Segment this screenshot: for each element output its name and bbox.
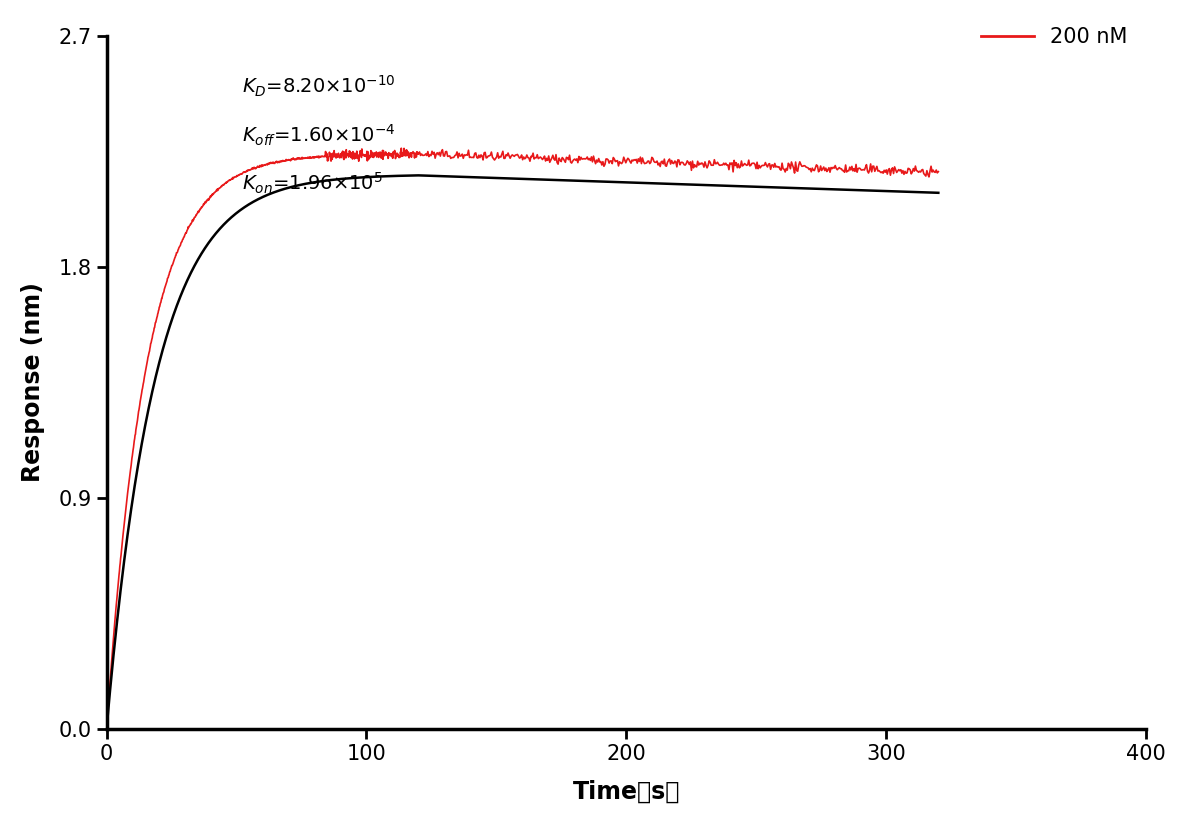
X-axis label: Time（s）: Time（s）	[573, 780, 680, 804]
Text: $K_{off}$=1.60×10$^{-4}$: $K_{off}$=1.60×10$^{-4}$	[242, 122, 395, 148]
Text: $K_{on}$=1.96×10$^{5}$: $K_{on}$=1.96×10$^{5}$	[242, 171, 382, 196]
Text: $K_D$=8.20×10$^{-10}$: $K_D$=8.20×10$^{-10}$	[242, 74, 395, 99]
Legend: 200 nM: 200 nM	[973, 18, 1136, 55]
Y-axis label: Response (nm): Response (nm)	[21, 282, 45, 483]
